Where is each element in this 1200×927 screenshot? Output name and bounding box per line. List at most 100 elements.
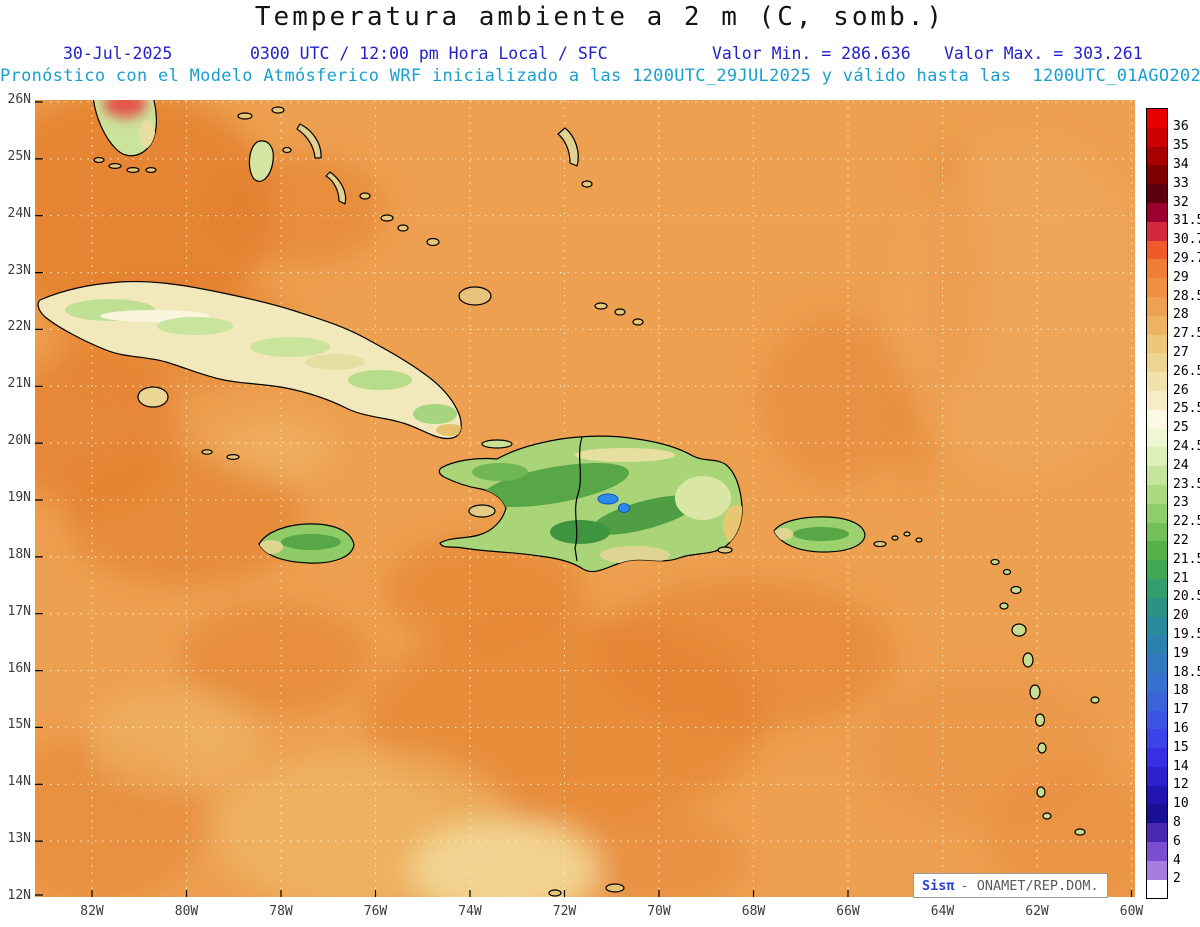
lat-label: 19N xyxy=(7,490,31,506)
colorbar-cell xyxy=(1147,842,1167,861)
lon-label: 66W xyxy=(836,904,860,919)
colorbar-tick-label: 24.5 xyxy=(1173,438,1200,454)
lon-label: 76W xyxy=(363,904,388,919)
lesser-antilles xyxy=(990,558,1100,836)
puerto-rico-island xyxy=(773,516,923,553)
islands xyxy=(37,100,1100,897)
colorbar-cell xyxy=(1147,202,1167,222)
turks-caicos xyxy=(594,302,644,326)
colorbar-tick-label: 27.5 xyxy=(1173,326,1200,342)
model-info-line: Pronóstico con el Modelo Atmósferico WRF… xyxy=(0,66,1200,86)
lat-label: 22N xyxy=(7,319,31,335)
colorbar-cell xyxy=(1147,390,1167,410)
lat-label: 12N xyxy=(7,888,31,904)
lon-label: 82W xyxy=(80,904,104,919)
colorbar-tick-label: 21.5 xyxy=(1173,551,1200,567)
jamaica-island xyxy=(258,523,355,564)
colorbar-tick-label: 30.7 xyxy=(1173,232,1200,248)
map-title: Temperatura ambiente a 2 m (C, somb.) xyxy=(254,2,946,32)
colorbar-cell xyxy=(1147,409,1167,429)
colorbar-tick-label: 23 xyxy=(1173,495,1189,511)
colorbar-cell xyxy=(1147,654,1167,673)
colorbar-cell xyxy=(1147,804,1167,824)
lat-label: 18N xyxy=(7,546,31,562)
colorbar-tick-label: 31.5 xyxy=(1173,213,1200,229)
colorbar-cell xyxy=(1147,785,1167,805)
lat-label: 16N xyxy=(7,660,31,676)
colorbar-cell xyxy=(1147,127,1167,147)
colorbar-tick-label: 25 xyxy=(1173,420,1189,436)
lat-label: 14N xyxy=(7,774,31,790)
colorbar-tick-label: 35 xyxy=(1173,138,1189,154)
colorbar-cell xyxy=(1147,691,1167,711)
colorbar-tick-label: 28.5 xyxy=(1173,288,1200,304)
lon-label: 80W xyxy=(174,904,199,919)
colorbar-tick-label: 21 xyxy=(1173,570,1189,586)
lon-label: 68W xyxy=(741,904,766,919)
colorbar-cell xyxy=(1147,315,1167,335)
colorbar-cell xyxy=(1147,296,1167,316)
left-ticks xyxy=(35,101,43,896)
colorbar-tick-label: 16 xyxy=(1173,720,1189,736)
bahamas-islands xyxy=(237,106,644,326)
colorbar-tick-label: 24 xyxy=(1173,457,1189,473)
watermark-text: - ONAMET/REP.DOM. xyxy=(960,877,1099,894)
colorbar-swatches xyxy=(1146,108,1168,900)
saona-island xyxy=(717,546,733,554)
colorbar-cell xyxy=(1147,109,1167,128)
colorbar-cell xyxy=(1147,372,1167,391)
forecast-date: 30-Jul-2025 xyxy=(63,44,173,63)
map-region xyxy=(35,100,1135,897)
header-line-2: 30-Jul-2025 0300 UTC / 12:00 pm Hora Loc… xyxy=(0,44,1200,64)
lon-label: 62W xyxy=(1025,904,1049,919)
colorbar-cell xyxy=(1147,597,1167,617)
colorbar-cell xyxy=(1147,484,1167,504)
colorbar-cell xyxy=(1147,616,1167,636)
colorbar-tick-label: 18 xyxy=(1173,683,1189,699)
colorbar-tick-label: 4 xyxy=(1173,852,1181,868)
colorbar-cell xyxy=(1147,165,1167,185)
colorbar-tick-label: 32 xyxy=(1173,194,1189,210)
colorbar-tick-label: 15 xyxy=(1173,739,1189,755)
watermark: Sisπ - ONAMET/REP.DOM. xyxy=(913,873,1108,898)
colorbar-tick-label: 20.5 xyxy=(1173,589,1200,605)
colorbar-cell xyxy=(1147,447,1167,467)
colorbar-cell xyxy=(1147,729,1167,749)
lat-label: 15N xyxy=(7,717,31,733)
colorbar-tick-label: 28 xyxy=(1173,307,1189,323)
colorbar-cell xyxy=(1147,860,1167,880)
colorbar-cell xyxy=(1147,710,1167,730)
colorbar-tick-label: 22.5 xyxy=(1173,514,1200,530)
colorbar-tick-label: 34 xyxy=(1173,156,1189,172)
virgin-islands xyxy=(891,531,923,543)
lat-label: 17N xyxy=(7,603,31,619)
colorbar-cell xyxy=(1147,503,1167,523)
colorbar-cell xyxy=(1147,259,1167,279)
colorbar-cell xyxy=(1147,221,1167,241)
colorbar-cell xyxy=(1147,578,1167,598)
isla-juventud xyxy=(137,386,169,408)
colorbar-tick-label: 2 xyxy=(1173,871,1181,887)
colorbar-tick-label: 18.5 xyxy=(1173,664,1200,680)
colorbar-cell xyxy=(1147,428,1167,448)
cuba-island xyxy=(37,280,462,461)
lakes xyxy=(597,493,630,513)
lat-label: 21N xyxy=(7,376,31,392)
colorbar-tick-label: 25.5 xyxy=(1173,401,1200,417)
value-min-label: Valor Min. = 286.636 xyxy=(712,44,911,63)
colorbar-cell xyxy=(1147,879,1167,899)
colorbar-cell xyxy=(1147,353,1167,373)
lon-label: 60W xyxy=(1119,904,1144,919)
value-max-label: Valor Max. = 303.261 xyxy=(944,44,1143,63)
colorbar-tick-label: 26.5 xyxy=(1173,363,1200,379)
florida xyxy=(92,100,158,173)
haiti-dr-border xyxy=(574,436,583,562)
colorbar-cell xyxy=(1147,184,1167,203)
colorbar-cell xyxy=(1147,541,1167,561)
colorbar-cell xyxy=(1147,766,1167,786)
colorbar-tick-label: 8 xyxy=(1173,814,1181,830)
colorbar-tick-label: 6 xyxy=(1173,833,1181,849)
colorbar-tick-label: 17 xyxy=(1173,702,1189,718)
colorbar-tick-label: 27 xyxy=(1173,344,1189,360)
